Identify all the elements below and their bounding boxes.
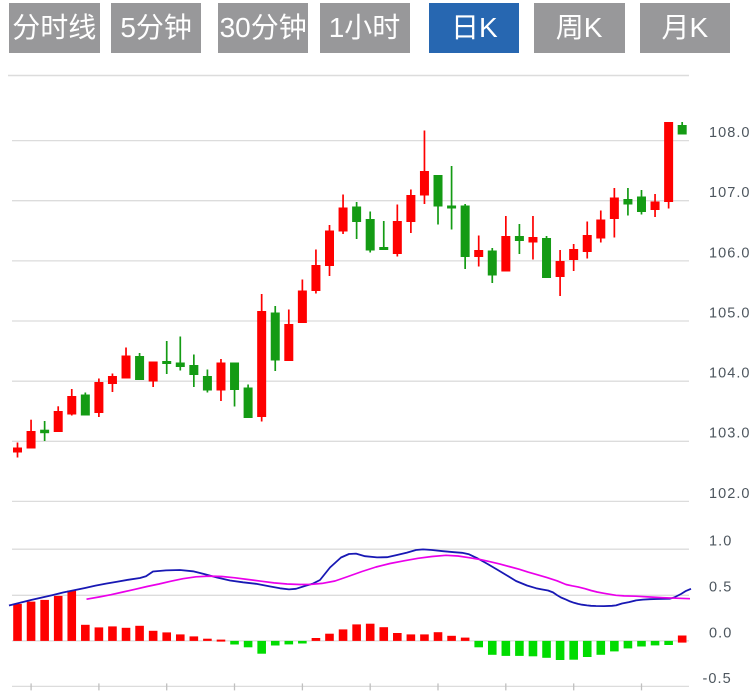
svg-text:105.0: 105.0 [709,305,751,321]
svg-text:0.5: 0.5 [709,580,732,596]
svg-text:102.0: 102.0 [709,486,751,502]
svg-text:0.0: 0.0 [709,625,732,641]
svg-text:108.0: 108.0 [709,125,751,141]
svg-text:103.0: 103.0 [709,426,751,442]
svg-text:106.0: 106.0 [709,245,751,261]
svg-text:104.0: 104.0 [709,366,751,382]
svg-text:1.0: 1.0 [709,534,732,550]
svg-text:-0.5: -0.5 [703,671,732,687]
svg-text:107.0: 107.0 [709,185,751,201]
